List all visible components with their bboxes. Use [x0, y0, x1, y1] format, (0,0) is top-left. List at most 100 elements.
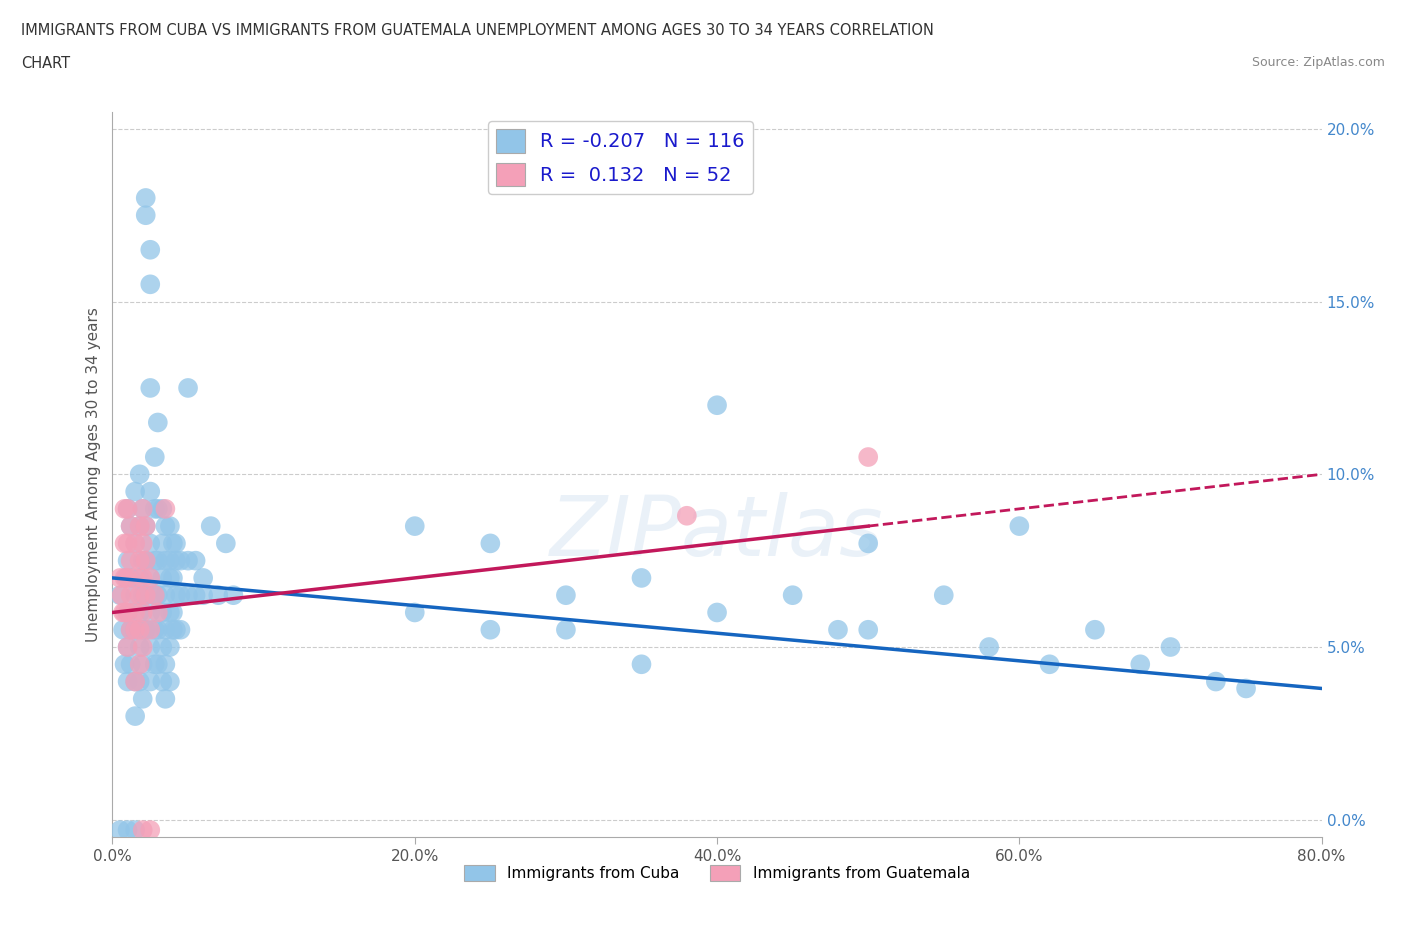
Point — [120, 657, 142, 671]
Point — [114, 657, 136, 671]
Point — [162, 570, 184, 585]
Point — [117, 605, 139, 620]
Point — [139, 243, 162, 258]
Point — [124, 605, 146, 620]
Point — [135, 191, 157, 206]
Point — [139, 605, 162, 620]
Text: ZIPatlas: ZIPatlas — [550, 492, 884, 573]
Point — [112, 605, 135, 620]
Point — [155, 553, 177, 568]
Point — [159, 519, 181, 534]
Point — [120, 622, 142, 637]
Point — [132, 605, 155, 620]
Point — [200, 519, 222, 534]
Point — [135, 519, 157, 534]
Point — [1038, 657, 1062, 671]
Point — [139, 823, 162, 838]
Point — [132, 536, 155, 551]
Point — [150, 536, 173, 551]
Point — [162, 622, 184, 637]
Point — [124, 536, 146, 551]
Point — [143, 622, 166, 637]
Point — [120, 519, 142, 534]
Point — [177, 588, 200, 603]
Point — [155, 622, 177, 637]
Point — [132, 570, 155, 585]
Point — [132, 640, 155, 655]
Point — [132, 622, 155, 637]
Point — [135, 207, 157, 222]
Point — [139, 570, 162, 585]
Point — [932, 588, 955, 603]
Point — [162, 536, 184, 551]
Point — [139, 640, 162, 655]
Point — [135, 519, 157, 534]
Point — [706, 398, 728, 413]
Point — [117, 536, 139, 551]
Point — [117, 605, 139, 620]
Point — [165, 588, 187, 603]
Point — [120, 519, 142, 534]
Point — [155, 519, 177, 534]
Point — [128, 657, 150, 671]
Point — [207, 588, 229, 603]
Text: IMMIGRANTS FROM CUBA VS IMMIGRANTS FROM GUATEMALA UNEMPLOYMENT AMONG AGES 30 TO : IMMIGRANTS FROM CUBA VS IMMIGRANTS FROM … — [21, 23, 934, 38]
Point — [150, 570, 173, 585]
Y-axis label: Unemployment Among Ages 30 to 34 years: Unemployment Among Ages 30 to 34 years — [86, 307, 101, 642]
Point — [222, 588, 245, 603]
Point — [143, 588, 166, 603]
Point — [139, 380, 162, 395]
Point — [128, 622, 150, 637]
Point — [165, 553, 187, 568]
Point — [117, 823, 139, 838]
Point — [132, 657, 155, 671]
Point — [128, 519, 150, 534]
Point — [143, 449, 166, 464]
Point — [479, 622, 502, 637]
Point — [114, 605, 136, 620]
Point — [135, 588, 157, 603]
Point — [159, 605, 181, 620]
Point — [132, 691, 155, 706]
Point — [117, 570, 139, 585]
Point — [114, 501, 136, 516]
Point — [143, 501, 166, 516]
Point — [184, 553, 207, 568]
Point — [124, 622, 146, 637]
Point — [128, 467, 150, 482]
Point — [1234, 681, 1257, 696]
Point — [827, 622, 849, 637]
Point — [146, 415, 169, 430]
Point — [150, 605, 173, 620]
Point — [146, 588, 169, 603]
Point — [120, 622, 142, 637]
Point — [856, 449, 880, 464]
Point — [128, 588, 150, 603]
Point — [155, 691, 177, 706]
Point — [159, 640, 181, 655]
Point — [139, 536, 162, 551]
Point — [139, 674, 162, 689]
Point — [191, 588, 214, 603]
Point — [124, 823, 146, 838]
Point — [150, 674, 173, 689]
Point — [132, 553, 155, 568]
Point — [177, 380, 200, 395]
Point — [132, 823, 155, 838]
Point — [108, 570, 131, 585]
Point — [165, 622, 187, 637]
Point — [124, 570, 146, 585]
Point — [124, 674, 146, 689]
Point — [404, 605, 426, 620]
Point — [135, 588, 157, 603]
Text: Source: ZipAtlas.com: Source: ZipAtlas.com — [1251, 56, 1385, 69]
Point — [554, 588, 576, 603]
Point — [856, 536, 880, 551]
Point — [1129, 657, 1152, 671]
Point — [169, 622, 191, 637]
Point — [169, 553, 191, 568]
Point — [112, 622, 135, 637]
Point — [143, 588, 166, 603]
Point — [630, 657, 652, 671]
Point — [177, 553, 200, 568]
